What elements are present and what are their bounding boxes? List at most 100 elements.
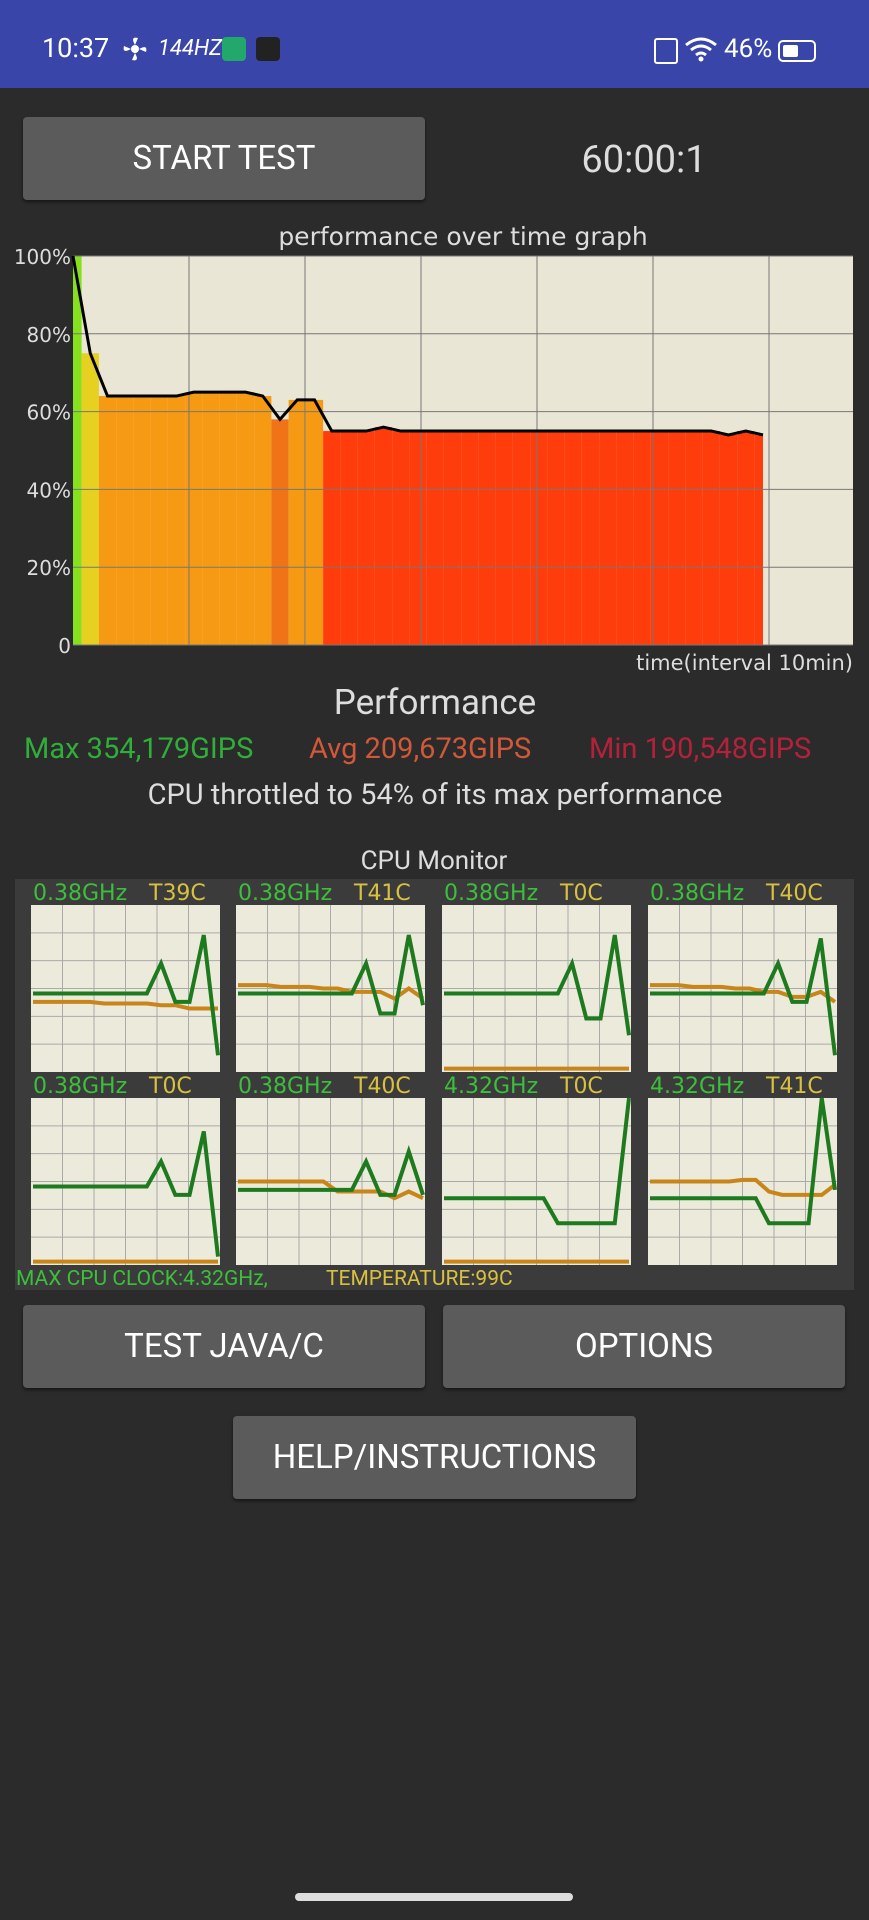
core-temp: T0C xyxy=(148,1074,192,1099)
performance-bar xyxy=(374,427,393,645)
clock-trace xyxy=(444,1097,631,1226)
performance-bar xyxy=(461,431,479,645)
temp-trace xyxy=(650,983,837,1004)
performance-bar xyxy=(495,431,513,645)
clock-trace xyxy=(650,1097,837,1226)
performance-bar xyxy=(323,431,341,645)
temp-trace xyxy=(33,999,218,1011)
performance-bar xyxy=(564,431,582,645)
core-clock: 4.32GHz xyxy=(444,1074,538,1099)
performance-bar xyxy=(737,431,755,645)
core-temp: T0C xyxy=(559,1074,603,1099)
performance-bar xyxy=(81,353,99,645)
battery-percent: 46% xyxy=(724,34,773,64)
core-clock: 0.38GHz xyxy=(444,881,538,906)
wifi-icon xyxy=(685,37,717,62)
core-temp: T40C xyxy=(353,1074,411,1099)
performance-bar xyxy=(702,431,720,645)
performance-bar xyxy=(305,399,324,645)
performance-bar xyxy=(236,392,255,645)
performance-line xyxy=(71,255,764,437)
clock-trace xyxy=(33,934,220,1056)
core-clock: 0.38GHz xyxy=(238,1074,332,1099)
options-button[interactable]: OPTIONS xyxy=(443,1305,845,1388)
y-tick-label: 80% xyxy=(27,323,71,347)
temp-trace xyxy=(238,1179,424,1201)
performance-bar xyxy=(73,256,82,645)
refresh-rate: 144HZ xyxy=(158,36,222,61)
y-tick-label: 100% xyxy=(14,245,71,269)
min-performance: Min 190,548GIPS xyxy=(589,732,812,766)
max-cpu-clock: MAX CPU CLOCK:4.32GHz, xyxy=(16,1267,268,1291)
cpu-monitor-title: CPU Monitor xyxy=(360,846,508,876)
performance-bar xyxy=(650,431,669,645)
clock: 10:37 xyxy=(42,32,110,64)
x-axis-label: time(interval 10min) xyxy=(636,651,853,675)
performance-bar xyxy=(357,431,375,645)
clock-trace xyxy=(238,1145,425,1197)
core-temp: T41C xyxy=(765,1074,823,1099)
performance-bar xyxy=(616,431,634,645)
performance-bar xyxy=(133,396,151,645)
test-java-c-button[interactable]: TEST JAVA/C xyxy=(23,1305,425,1388)
help-button[interactable]: HELP/INSTRUCTIONS xyxy=(233,1416,636,1499)
performance-bar xyxy=(599,431,617,645)
performance-bar xyxy=(530,431,548,645)
avg-performance: Avg 209,673GIPS xyxy=(309,732,532,766)
performance-bar xyxy=(167,396,186,645)
performance-bar xyxy=(512,431,531,645)
temp-trace xyxy=(650,1177,837,1197)
performance-bar xyxy=(426,431,444,645)
performance-bar xyxy=(443,431,462,645)
performance-bar xyxy=(547,431,565,645)
performance-bar xyxy=(581,431,600,645)
timer: 60:00:1 xyxy=(581,138,707,182)
performance-bar xyxy=(409,431,427,645)
y-tick-label: 60% xyxy=(27,401,71,425)
clock-trace xyxy=(238,934,425,1016)
chart-title: performance over time graph xyxy=(278,222,647,251)
core-clock: 0.38GHz xyxy=(33,881,127,906)
performance-bar xyxy=(340,431,358,645)
performance-bar xyxy=(116,396,134,645)
performance-bar xyxy=(202,392,220,645)
temp-trace xyxy=(238,983,425,1001)
start-test-button[interactable]: START TEST xyxy=(23,117,425,200)
y-tick-label: 0 xyxy=(58,634,71,658)
performance-bar xyxy=(150,396,168,645)
nfc-icon xyxy=(654,38,678,64)
performance-bar xyxy=(219,392,237,645)
clock-trace xyxy=(444,934,631,1036)
cpu-monitor: 0.38GHz T39C 0.38GHz T41C 0.38GHz T0C 0.38GHz T… xyxy=(31,881,837,1265)
core-clock: 0.38GHz xyxy=(33,1074,127,1099)
performance-bar xyxy=(754,434,763,645)
performance-bar xyxy=(685,431,703,645)
performance-bar xyxy=(668,431,686,645)
status-bar xyxy=(0,0,869,88)
performance-bar xyxy=(478,431,496,645)
performance-heading: Performance xyxy=(333,682,537,723)
battery-icon xyxy=(778,40,816,62)
app-icon xyxy=(256,37,280,61)
max-temperature: TEMPERATURE:99C xyxy=(326,1267,513,1291)
core-temp: T41C xyxy=(353,881,411,906)
performance-bar xyxy=(98,396,117,645)
home-indicator xyxy=(295,1893,573,1901)
core-clock: 4.32GHz xyxy=(650,1074,744,1099)
core-temp: T40C xyxy=(765,881,823,906)
y-tick-label: 40% xyxy=(27,478,71,502)
app-icon xyxy=(222,37,246,61)
fan-icon xyxy=(123,37,147,61)
core-clock: 0.38GHz xyxy=(238,881,332,906)
core-temp: T39C xyxy=(148,881,206,906)
clock-trace xyxy=(650,937,837,1056)
core-clock: 0.38GHz xyxy=(650,881,744,906)
core-temp: T0C xyxy=(559,881,603,906)
performance-bar xyxy=(719,434,738,645)
performance-bar xyxy=(254,396,272,645)
y-tick-label: 20% xyxy=(27,556,71,580)
max-performance: Max 354,179GIPS xyxy=(24,732,254,766)
clock-trace xyxy=(33,1130,220,1257)
performance-bar xyxy=(185,392,203,645)
